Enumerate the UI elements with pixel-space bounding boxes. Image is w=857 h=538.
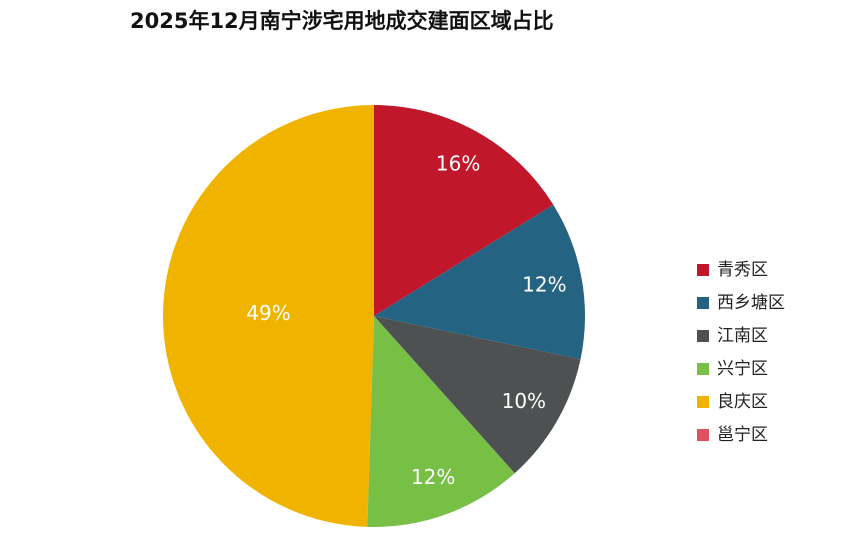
pie-slice	[374, 204, 585, 360]
legend-label: 邕宁区	[717, 425, 768, 445]
data-label: 12%	[411, 465, 455, 489]
data-label: 16%	[436, 151, 480, 175]
legend-label: 良庆区	[717, 392, 768, 412]
pie-slice	[374, 105, 554, 316]
legend-swatch	[697, 297, 709, 309]
chart-title: 2025年12月南宁涉宅用地成交建面区域占比	[130, 9, 554, 33]
pie-slice	[162, 105, 374, 527]
legend-label: 江南区	[717, 326, 768, 346]
legend-swatch	[697, 396, 709, 408]
legend-label: 青秀区	[717, 260, 768, 280]
pie-slice	[367, 316, 515, 528]
legend-label: 西乡塘区	[717, 293, 785, 313]
legend-label: 兴宁区	[717, 359, 768, 379]
legend-swatch	[697, 264, 709, 276]
pie-slice	[374, 316, 581, 474]
legend-swatch	[697, 330, 709, 342]
legend-swatch	[697, 429, 709, 441]
data-label: 12%	[522, 272, 566, 296]
data-label: 10%	[502, 389, 546, 413]
legend-swatch	[697, 363, 709, 375]
data-label: 49%	[246, 301, 290, 325]
